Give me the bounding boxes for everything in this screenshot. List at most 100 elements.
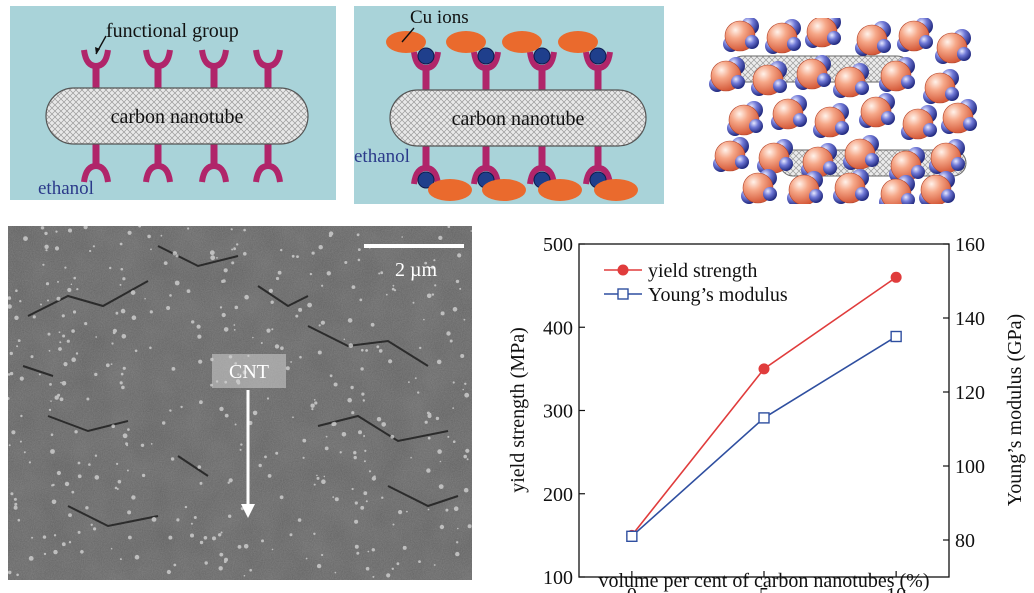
- particle: [438, 235, 443, 240]
- particle: [171, 367, 176, 371]
- particle: [186, 289, 191, 293]
- particle: [174, 280, 180, 286]
- particle: [42, 263, 45, 266]
- particle: [149, 346, 152, 350]
- particle: [70, 283, 73, 286]
- particle: [199, 481, 203, 485]
- cu-particle: [741, 169, 777, 204]
- particle: [116, 488, 119, 490]
- particle: [364, 449, 367, 452]
- mechanical-properties-chart: 100 200 300 400 500 80 100 120 140 160 0 5 10 yiel…: [507, 234, 1026, 593]
- particle: [243, 252, 247, 256]
- particle: [258, 463, 262, 468]
- cu-particle: [751, 61, 787, 96]
- particle: [59, 341, 62, 344]
- particle: [86, 397, 90, 401]
- particle: [116, 462, 119, 465]
- particle: [239, 448, 242, 451]
- particle: [362, 399, 365, 402]
- particle: [191, 320, 195, 324]
- particle: [114, 486, 118, 490]
- particle: [452, 307, 458, 312]
- functional-group: [527, 47, 557, 92]
- particle: [431, 293, 435, 296]
- particle: [354, 544, 359, 549]
- particle: [131, 495, 136, 500]
- particle: [354, 501, 358, 505]
- particle: [13, 497, 17, 501]
- cu-particle: [843, 135, 879, 170]
- particle: [15, 289, 18, 292]
- particle: [328, 233, 332, 238]
- functional-group: [411, 47, 441, 92]
- particle: [372, 575, 375, 578]
- particle: [433, 564, 436, 566]
- particle: [326, 271, 331, 276]
- particle: [277, 270, 282, 275]
- particle: [367, 550, 370, 553]
- particle: [204, 561, 208, 565]
- particle: [437, 449, 442, 454]
- functional-group: [81, 142, 111, 183]
- particle: [264, 455, 267, 459]
- particle: [130, 290, 136, 295]
- particle: [210, 255, 216, 261]
- particle: [44, 231, 48, 236]
- particle: [197, 465, 202, 469]
- particle: [378, 349, 383, 353]
- particle: [222, 279, 226, 283]
- particle: [71, 357, 76, 362]
- particle: [305, 557, 308, 560]
- particle: [418, 560, 421, 563]
- particle: [347, 318, 353, 323]
- particle: [144, 297, 146, 300]
- particle: [105, 363, 110, 368]
- particle: [431, 265, 435, 270]
- particle: [365, 500, 368, 503]
- particle: [295, 314, 299, 318]
- particle: [50, 400, 52, 402]
- particle: [371, 476, 377, 481]
- particle: [121, 334, 127, 339]
- particle: [266, 397, 270, 400]
- particle: [447, 226, 451, 228]
- particle: [453, 506, 459, 512]
- particle: [224, 560, 227, 563]
- particle: [463, 454, 468, 459]
- particle: [62, 334, 66, 338]
- particle: [9, 371, 14, 376]
- particle: [9, 351, 13, 356]
- cu-particle: [727, 101, 763, 136]
- functional-group: [143, 142, 173, 183]
- particle: [48, 408, 52, 412]
- particle: [175, 254, 179, 258]
- particle: [361, 392, 365, 396]
- particle: [388, 359, 393, 364]
- particle: [19, 376, 24, 381]
- particle: [119, 381, 123, 385]
- particle: [341, 432, 347, 437]
- functional-group: [253, 142, 283, 183]
- legend-label: yield strength: [648, 260, 757, 282]
- particle: [52, 483, 55, 487]
- particle: [169, 409, 172, 412]
- y2-axis-label: Young’s modulus (GPa): [1004, 314, 1026, 506]
- particle: [74, 430, 78, 434]
- particle: [392, 284, 395, 287]
- cnt-label: carbon nanotube: [452, 108, 585, 130]
- particle: [47, 332, 51, 336]
- functional-group: [199, 49, 229, 90]
- particle: [45, 249, 48, 252]
- particle: [231, 248, 234, 251]
- particle: [439, 524, 445, 530]
- particle: [216, 257, 218, 259]
- particle: [433, 259, 436, 262]
- cu-particle: [879, 175, 915, 204]
- particle: [72, 310, 77, 314]
- particle: [54, 395, 59, 400]
- functional-group-label: functional group: [106, 20, 239, 42]
- particle: [80, 550, 84, 554]
- particle: [427, 508, 430, 511]
- particle: [427, 413, 432, 419]
- y2-tick-label: 120: [955, 382, 985, 404]
